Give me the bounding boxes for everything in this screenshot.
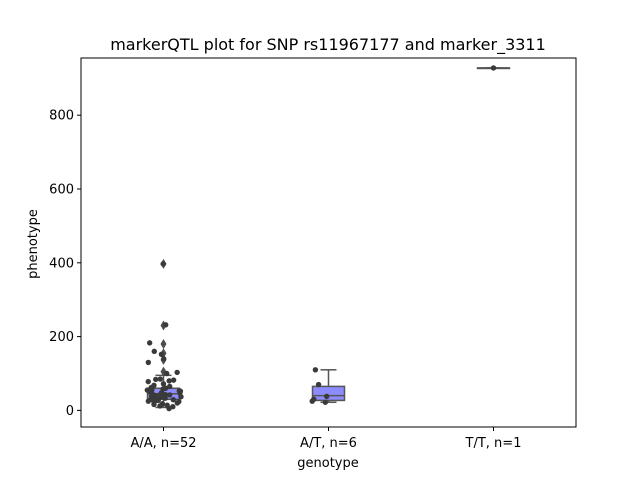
data-point bbox=[155, 397, 161, 404]
data-point bbox=[160, 381, 167, 387]
y-axis-label: phenotype bbox=[26, 209, 41, 279]
data-point bbox=[164, 370, 170, 377]
x-tick-label: A/A, n=52 bbox=[130, 436, 196, 451]
y-tick-label: 0 bbox=[66, 404, 74, 419]
data-point bbox=[145, 378, 151, 385]
y-tick-label: 200 bbox=[49, 330, 74, 345]
data-point bbox=[160, 261, 166, 267]
chart-title: markerQTL plot for SNP rs11967177 and ma… bbox=[110, 35, 546, 55]
y-tick-label: 600 bbox=[49, 182, 74, 197]
data-point bbox=[166, 383, 173, 390]
plot-area: 0 200 400 600 800 A/A, n=52 A/T, n=6 T/T, n=1 bbox=[49, 57, 577, 451]
data-point bbox=[309, 398, 315, 404]
x-tick-label: T/T, n=1 bbox=[465, 436, 522, 451]
data-point bbox=[170, 396, 177, 403]
data-point bbox=[315, 381, 322, 388]
data-point bbox=[157, 403, 163, 409]
box bbox=[311, 385, 346, 402]
data-point bbox=[145, 398, 152, 404]
x-tick-label: A/T, n=6 bbox=[300, 436, 357, 451]
data-point bbox=[162, 322, 169, 328]
data-point bbox=[146, 340, 153, 346]
data-point bbox=[153, 376, 159, 383]
data-point bbox=[161, 356, 167, 362]
data-point bbox=[490, 65, 497, 71]
data-point bbox=[174, 400, 181, 406]
data-point bbox=[166, 405, 172, 412]
data-point bbox=[312, 367, 319, 373]
data-point bbox=[178, 394, 184, 400]
data-point bbox=[322, 399, 329, 405]
data-point bbox=[166, 392, 173, 398]
data-point bbox=[151, 348, 157, 355]
y-tick-label: 800 bbox=[49, 109, 74, 124]
outlier-marker bbox=[160, 338, 167, 349]
data-point bbox=[158, 351, 165, 358]
data-point bbox=[166, 378, 172, 384]
data-point bbox=[145, 359, 152, 366]
data-point bbox=[174, 369, 180, 376]
data-point bbox=[324, 393, 330, 400]
data-point bbox=[151, 401, 157, 408]
data-point bbox=[170, 377, 177, 383]
data-point bbox=[157, 376, 163, 382]
x-axis-label: genotype bbox=[297, 456, 358, 471]
data-point bbox=[162, 395, 168, 401]
y-tick-label: 400 bbox=[49, 256, 74, 271]
